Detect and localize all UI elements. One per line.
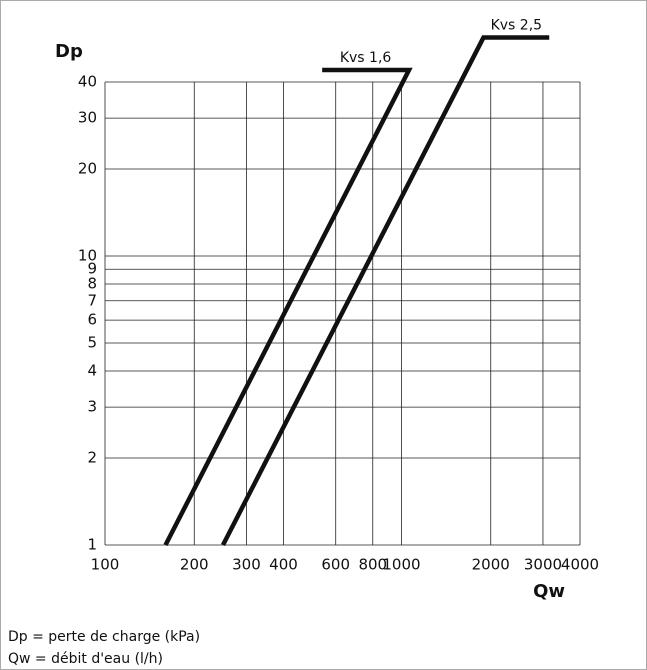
x-tick-label: 300 — [232, 556, 261, 574]
y-tick-label: 10 — [78, 246, 97, 264]
y-tick-label: 1 — [87, 536, 97, 554]
x-tick-label: 600 — [321, 556, 350, 574]
y-axis-label: Dp — [55, 41, 83, 62]
y-tick-label: 5 — [87, 333, 97, 351]
x-tick-label: 2000 — [472, 556, 510, 574]
y-tick-label: 4 — [87, 362, 97, 380]
x-tick-label: 1000 — [382, 556, 420, 574]
note: Qw = débit d'eau (l/h) — [8, 651, 163, 667]
series-line — [220, 35, 550, 547]
y-tick-label: 30 — [78, 109, 97, 127]
x-tick-label: 100 — [91, 556, 120, 574]
x-tick-label: 800 — [358, 556, 387, 574]
x-tick-label: 400 — [269, 556, 298, 574]
series-line — [163, 67, 413, 547]
x-tick-label: 3000 — [524, 556, 562, 574]
x-axis-label: Qw — [533, 581, 565, 602]
x-tick-label: 200 — [180, 556, 209, 574]
y-tick-label: 3 — [87, 398, 97, 416]
y-tick-label: 6 — [87, 311, 97, 329]
note: Dp = perte de charge (kPa) — [8, 629, 200, 645]
y-tick-label: 40 — [78, 73, 97, 91]
y-tick-label: 20 — [78, 159, 97, 177]
y-tick-label: 2 — [87, 449, 97, 467]
x-tick-label: 4000 — [561, 556, 599, 574]
series-label: Kvs 1,6 — [340, 50, 392, 66]
y-tick-label: 7 — [87, 291, 97, 309]
y-tick-label: 8 — [87, 275, 97, 293]
y-tick-label: 9 — [87, 260, 97, 278]
series-label: Kvs 2,5 — [491, 18, 542, 34]
